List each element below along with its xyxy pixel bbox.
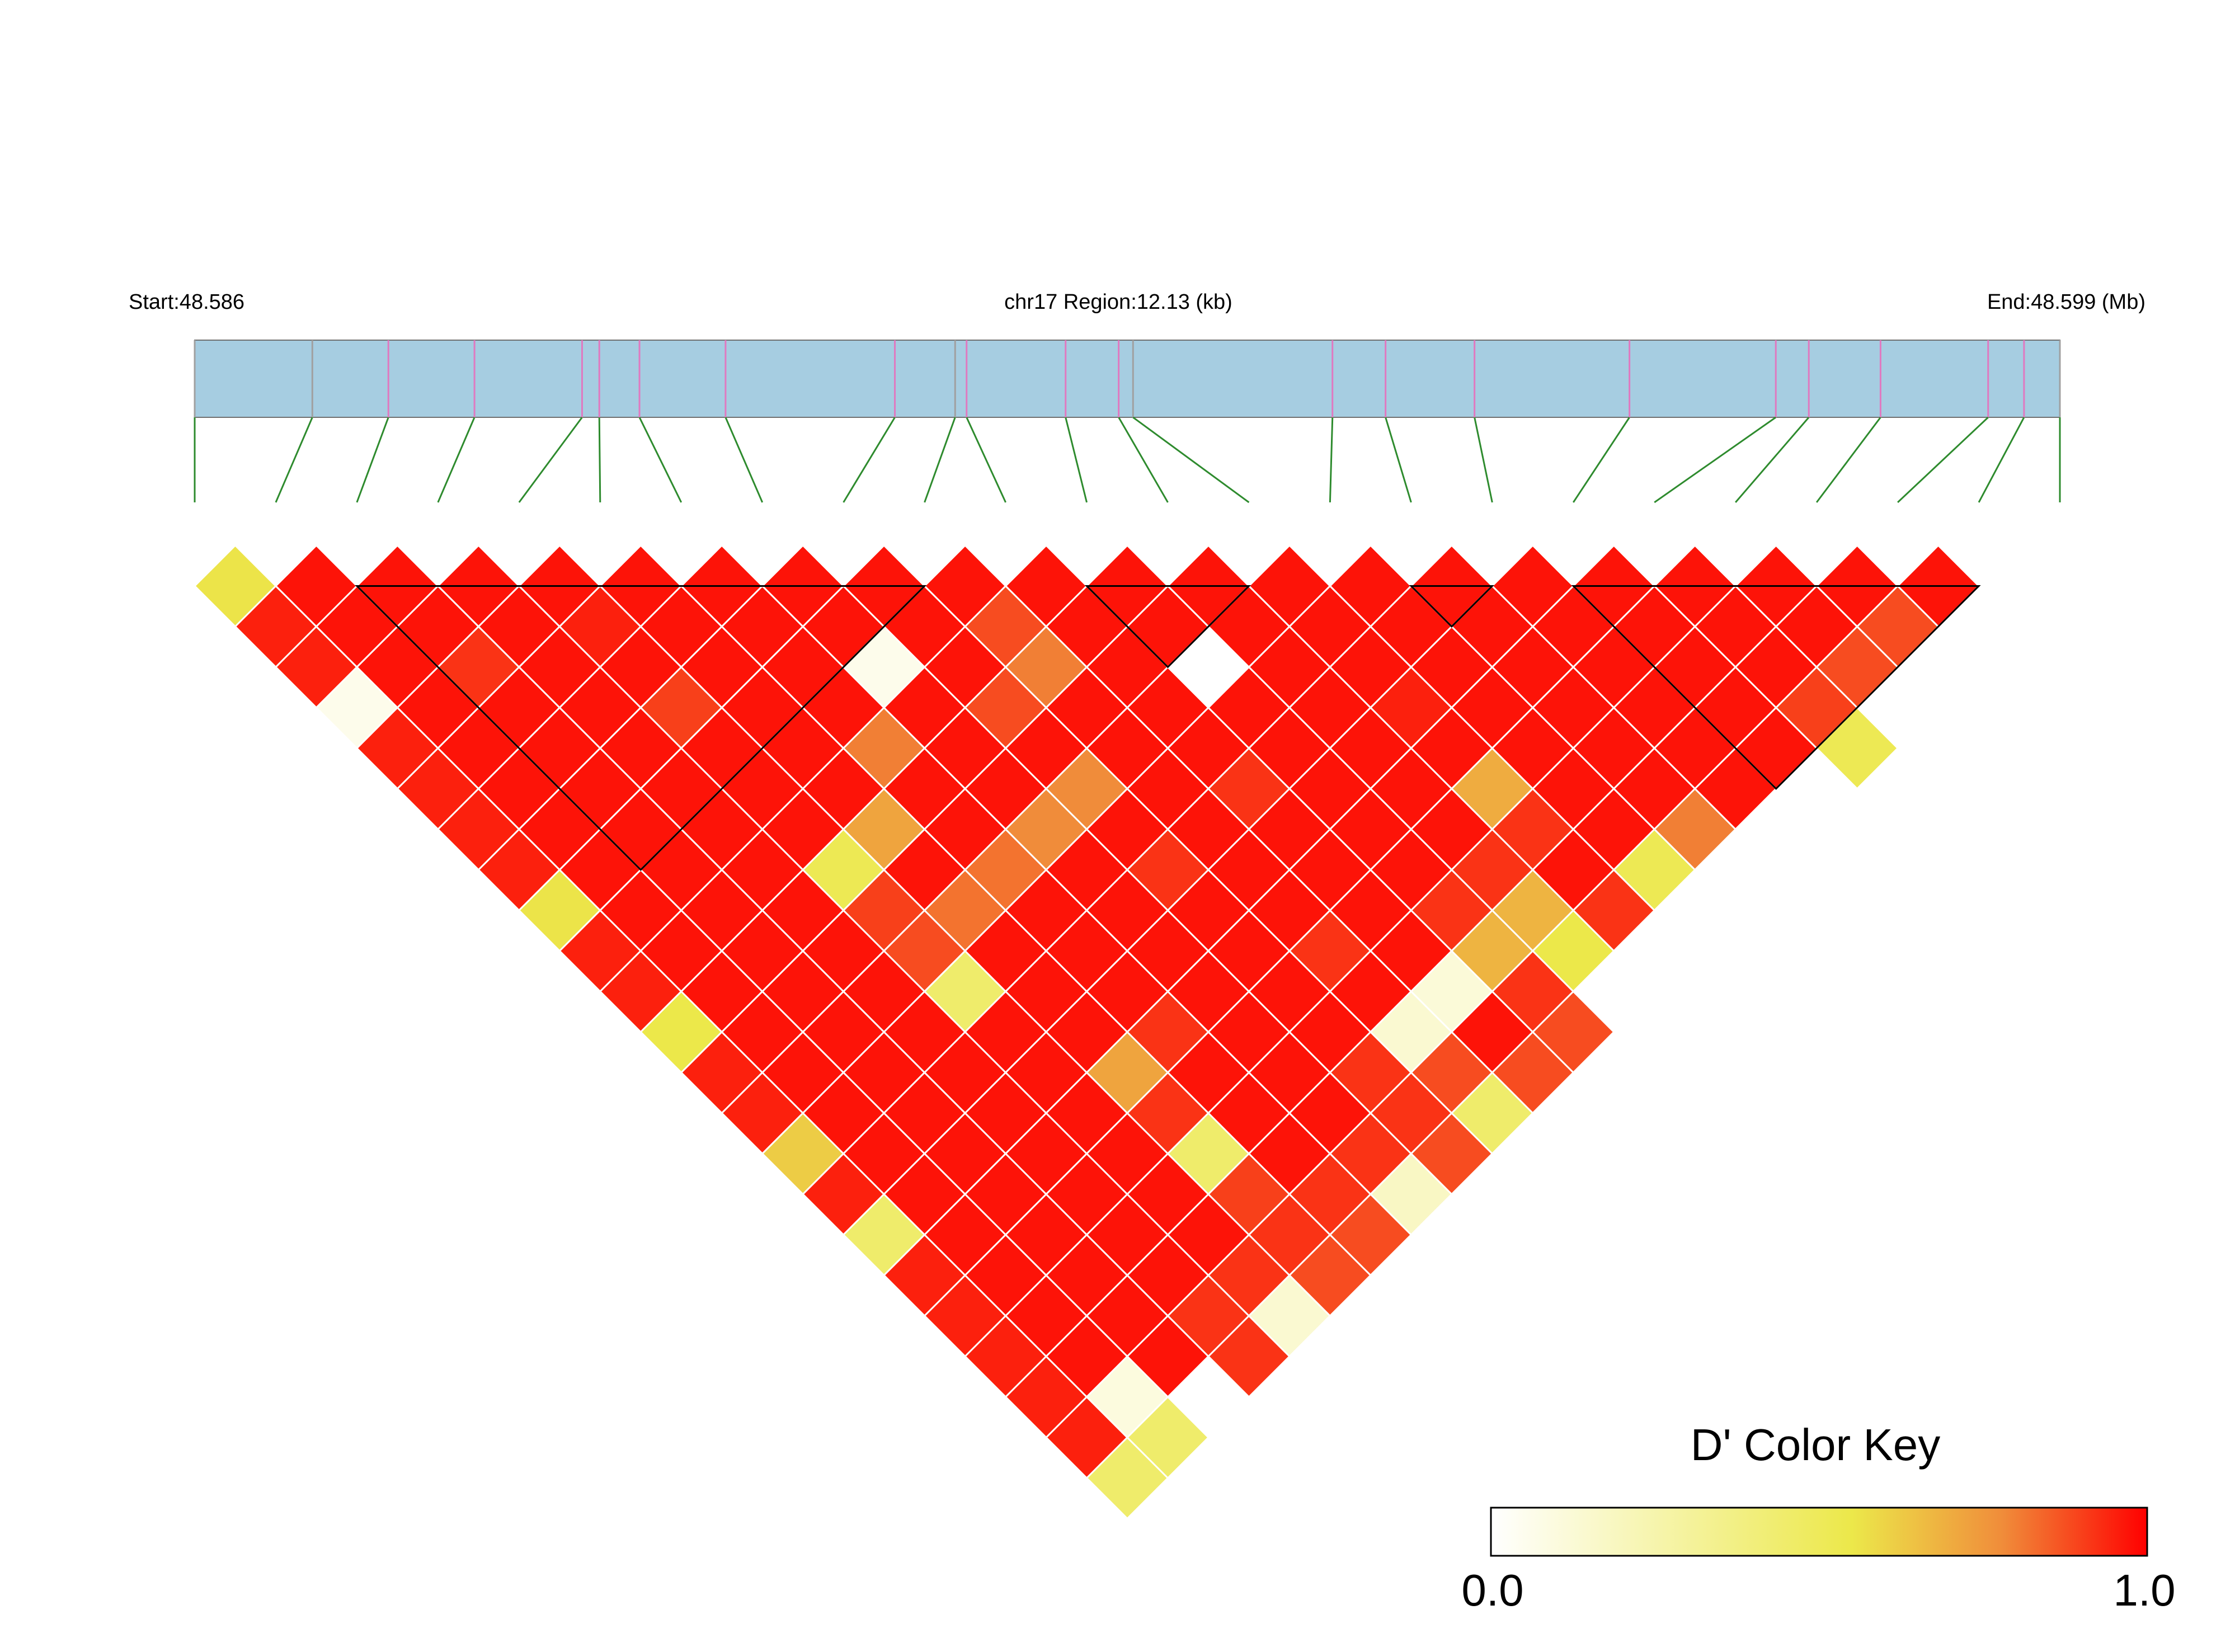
snp-connector-4 — [437, 417, 476, 503]
region-start-label: Start:48.586 — [129, 290, 244, 314]
snp-connector-21 — [1815, 417, 1881, 503]
snp-connector-7 — [638, 417, 683, 503]
snp-connector-3 — [356, 417, 389, 503]
haplotype-block-4 — [1571, 585, 1981, 790]
region-title-label: chr17 Region:12.13 (kb) — [1004, 290, 1232, 314]
ld-cell-2-24 — [1126, 1395, 1210, 1480]
snp-connector-8 — [724, 417, 764, 503]
snp-connector-10 — [924, 417, 956, 503]
haplotype-blocks — [355, 585, 1981, 871]
color-key-max-label: 1.0 — [2113, 1565, 2175, 1615]
snp-connector-14 — [1132, 416, 1250, 503]
color-key-bar — [1490, 1507, 2148, 1557]
ld-cell-12-24 — [1531, 990, 1615, 1074]
snp-marker-ticks — [194, 340, 2061, 417]
snp-connector-16 — [1385, 417, 1412, 503]
region-end-label: End:48.599 (Mb) — [1987, 290, 2145, 314]
snp-connector-5 — [518, 417, 583, 503]
region-bar — [194, 340, 2060, 418]
color-key-min-label: 0.0 — [1461, 1565, 1523, 1615]
snp-connector-2 — [275, 417, 313, 503]
snp-connector-17 — [1474, 417, 1493, 503]
haplotype-block-2 — [1084, 585, 1251, 669]
snp-connector-19 — [1654, 416, 1777, 503]
haplotype-block-3 — [1409, 585, 1494, 628]
snp-connector-23 — [1978, 417, 2025, 503]
haplotype-block-1 — [355, 585, 927, 871]
snp-connector-15 — [1329, 417, 1334, 503]
color-key-title: D' Color Key — [1691, 1420, 1941, 1470]
snp-connector-12 — [1065, 417, 1088, 503]
snp-connector-6 — [598, 417, 601, 503]
snp-connector-20 — [1735, 417, 1810, 503]
snp-connectors — [194, 416, 2061, 503]
snp-connector-13 — [1118, 417, 1169, 503]
snp-connector-18 — [1573, 417, 1630, 503]
snp-connector-11 — [966, 417, 1006, 503]
snp-connector-9 — [843, 417, 896, 503]
ld-cells — [193, 544, 1980, 1520]
snp-connector-22 — [1897, 416, 1989, 503]
